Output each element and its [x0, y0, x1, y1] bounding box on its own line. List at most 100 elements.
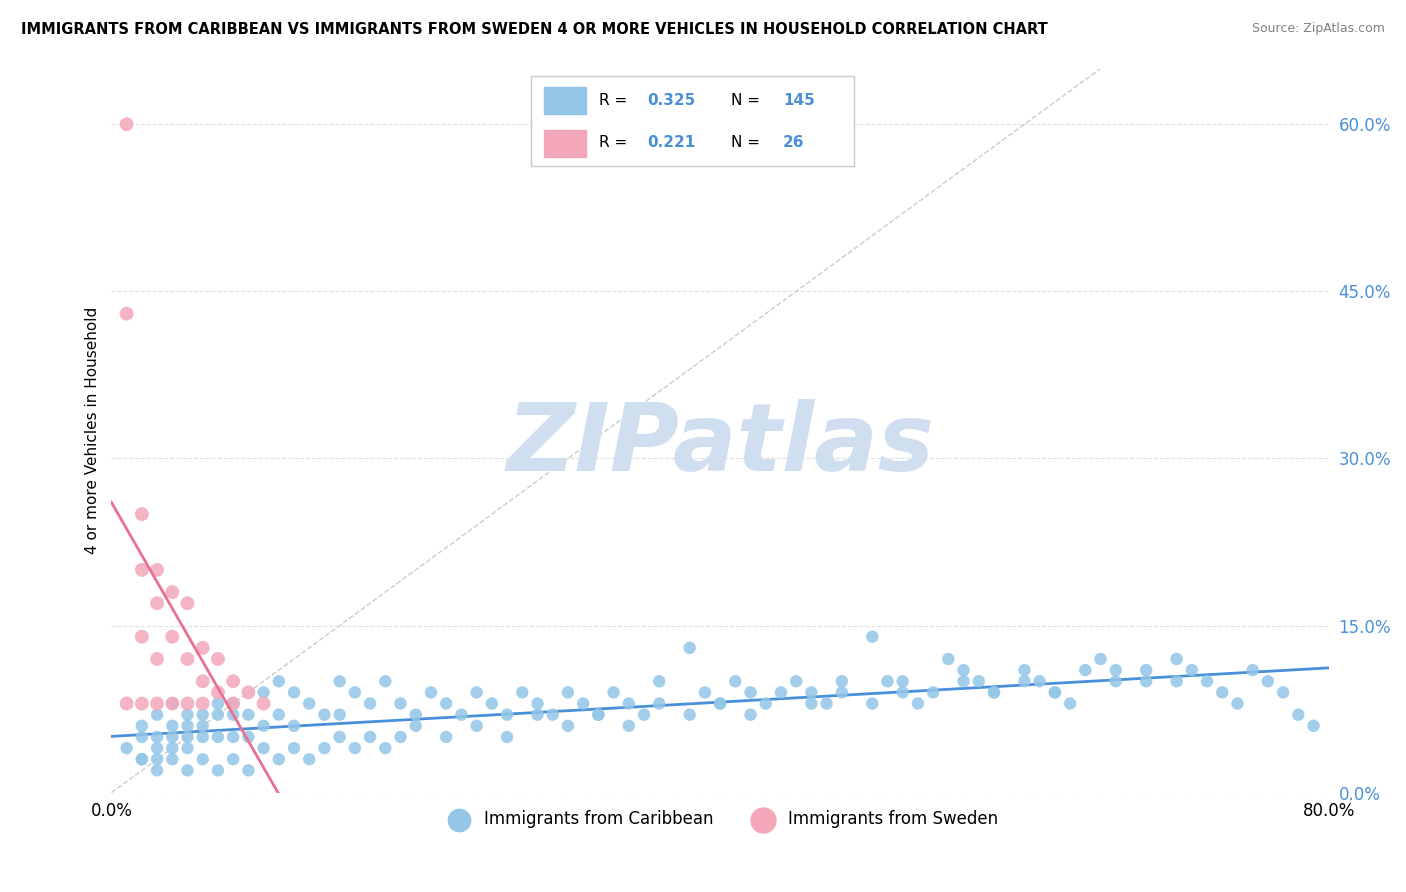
Point [1135, 663, 1157, 677]
Point [162, 730, 184, 744]
Point [314, 707, 336, 722]
Point [1241, 663, 1264, 677]
Point [1195, 674, 1218, 689]
Point [162, 697, 184, 711]
Point [207, 697, 229, 711]
Point [146, 741, 169, 756]
Point [1211, 685, 1233, 699]
Point [709, 697, 731, 711]
Point [481, 697, 503, 711]
Point [860, 697, 883, 711]
Point [465, 685, 488, 699]
Point [115, 741, 138, 756]
Point [405, 707, 427, 722]
Point [222, 697, 245, 711]
Point [572, 697, 595, 711]
Point [1028, 674, 1050, 689]
Point [222, 730, 245, 744]
Point [983, 685, 1005, 699]
Point [238, 685, 260, 699]
Point [1272, 685, 1295, 699]
Point [679, 707, 702, 722]
Point [207, 685, 229, 699]
Point [860, 630, 883, 644]
Point [162, 719, 184, 733]
Point [191, 752, 214, 766]
Point [633, 707, 655, 722]
Point [207, 652, 229, 666]
Point [191, 719, 214, 733]
Point [938, 652, 960, 666]
Point [267, 674, 290, 689]
Point [420, 685, 443, 699]
Point [510, 685, 533, 699]
Text: IMMIGRANTS FROM CARIBBEAN VS IMMIGRANTS FROM SWEDEN 4 OR MORE VEHICLES IN HOUSEH: IMMIGRANTS FROM CARIBBEAN VS IMMIGRANTS … [21, 22, 1047, 37]
Point [496, 707, 519, 722]
Point [617, 697, 640, 711]
Point [526, 707, 548, 722]
Point [1181, 663, 1204, 677]
Point [343, 741, 366, 756]
Point [891, 674, 914, 689]
Point [238, 764, 260, 778]
Point [557, 719, 579, 733]
Point [679, 640, 702, 655]
Point [131, 507, 153, 521]
Point [952, 674, 974, 689]
Point [1105, 663, 1128, 677]
Point [1043, 685, 1066, 699]
Point [1166, 652, 1188, 666]
Point [617, 719, 640, 733]
Point [176, 741, 198, 756]
Point [922, 685, 945, 699]
Point [283, 719, 305, 733]
Point [740, 707, 762, 722]
Point [526, 697, 548, 711]
Point [131, 697, 153, 711]
Point [131, 719, 153, 733]
Point [191, 730, 214, 744]
Point [115, 307, 138, 321]
Point [267, 707, 290, 722]
Point [207, 707, 229, 722]
Point [131, 630, 153, 644]
Point [162, 585, 184, 599]
Point [1043, 685, 1066, 699]
Point [146, 730, 169, 744]
Point [1059, 697, 1081, 711]
Point [298, 752, 321, 766]
Point [952, 663, 974, 677]
Point [389, 697, 412, 711]
Point [298, 697, 321, 711]
Point [238, 730, 260, 744]
Point [176, 764, 198, 778]
Text: Source: ZipAtlas.com: Source: ZipAtlas.com [1251, 22, 1385, 36]
Point [588, 707, 610, 722]
Point [207, 764, 229, 778]
Point [815, 697, 838, 711]
Point [115, 697, 138, 711]
Point [1286, 707, 1309, 722]
Point [146, 764, 169, 778]
Point [191, 697, 214, 711]
Point [389, 730, 412, 744]
Point [374, 741, 396, 756]
Point [252, 719, 274, 733]
Point [1135, 674, 1157, 689]
Point [1074, 663, 1097, 677]
Point [405, 719, 427, 733]
Point [374, 674, 396, 689]
Point [434, 730, 457, 744]
Point [146, 697, 169, 711]
Point [359, 730, 381, 744]
Point [983, 685, 1005, 699]
Point [131, 752, 153, 766]
Point [876, 674, 898, 689]
Point [588, 707, 610, 722]
Point [831, 674, 853, 689]
Point [329, 707, 352, 722]
Point [191, 674, 214, 689]
Point [541, 707, 564, 722]
Point [769, 685, 792, 699]
Point [465, 719, 488, 733]
